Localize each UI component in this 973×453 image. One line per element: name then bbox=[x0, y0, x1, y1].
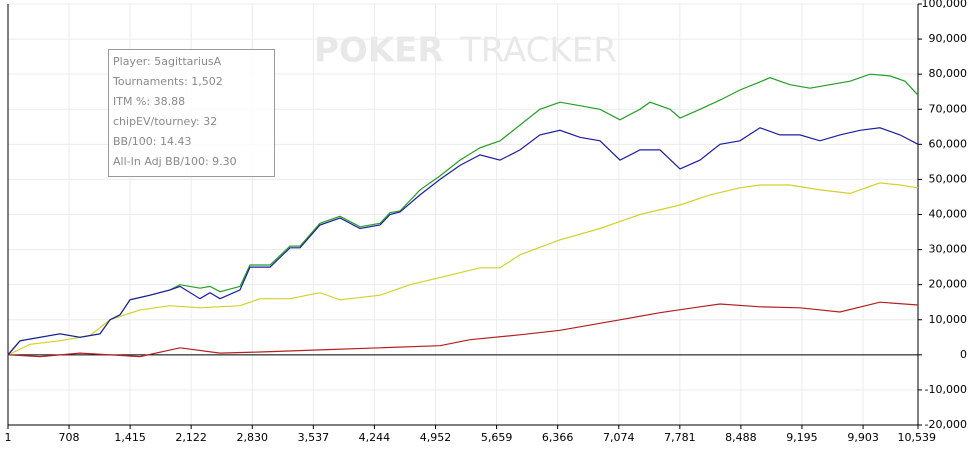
info-line: chipEV/tourney: 32 bbox=[113, 115, 217, 128]
info-line: Player: 5agittariusA bbox=[113, 55, 222, 68]
x-tick-label: 708 bbox=[59, 431, 80, 444]
y-tick-label: 100,000 bbox=[922, 0, 968, 10]
info-line: BB/100: 14.43 bbox=[113, 135, 192, 148]
info-line: All-In Adj BB/100: 9.30 bbox=[113, 155, 237, 168]
x-tick-label: 10,539 bbox=[898, 431, 937, 444]
y-tick-label: 50,000 bbox=[929, 172, 968, 185]
watermark: POKER TRACKER bbox=[314, 31, 617, 71]
info-box-frame bbox=[108, 49, 275, 177]
x-tick-label: 7,074 bbox=[603, 431, 635, 444]
y-tick-label: -20,000 bbox=[925, 418, 967, 431]
x-tick-label: 2,830 bbox=[237, 431, 269, 444]
x-tick-label: 2,122 bbox=[175, 431, 207, 444]
x-tick-label: 1 bbox=[5, 431, 12, 444]
y-tick-label: 40,000 bbox=[929, 208, 968, 221]
x-tick-label: 7,781 bbox=[664, 431, 696, 444]
x-tick-label: 9,195 bbox=[786, 431, 818, 444]
y-tick-label: 70,000 bbox=[929, 102, 968, 115]
y-tick-label: 20,000 bbox=[929, 278, 968, 291]
x-tick-label: 4,952 bbox=[420, 431, 452, 444]
watermark-text: TRACKER bbox=[459, 31, 617, 71]
x-tick-label: 5,659 bbox=[481, 431, 513, 444]
y-tick-label: 90,000 bbox=[929, 32, 968, 45]
y-tick-label: 80,000 bbox=[929, 67, 968, 80]
y-tick-label: 60,000 bbox=[929, 137, 968, 150]
series-line bbox=[7, 182, 919, 356]
info-line: Tournaments: 1,502 bbox=[112, 75, 223, 88]
y-tick-label: 0 bbox=[960, 348, 967, 361]
watermark-text: POKER bbox=[314, 31, 444, 71]
series-line bbox=[7, 301, 919, 358]
x-tick-label: 6,366 bbox=[542, 431, 574, 444]
y-tick-label: 10,000 bbox=[929, 313, 968, 326]
y-tick-label: -10,000 bbox=[925, 383, 967, 396]
info-box: Player: 5agittariusA Tournaments: 1,502 IT… bbox=[108, 49, 275, 177]
x-tick-label: 1,415 bbox=[114, 431, 146, 444]
x-tick-label: 8,488 bbox=[725, 431, 757, 444]
y-tick-label: 30,000 bbox=[929, 243, 968, 256]
info-line: ITM %: 38.88 bbox=[113, 95, 185, 108]
x-tick-label: 3,537 bbox=[298, 431, 330, 444]
x-tick-label: 4,244 bbox=[359, 431, 391, 444]
series-line bbox=[7, 127, 919, 356]
x-tick-label: 9,903 bbox=[847, 431, 879, 444]
